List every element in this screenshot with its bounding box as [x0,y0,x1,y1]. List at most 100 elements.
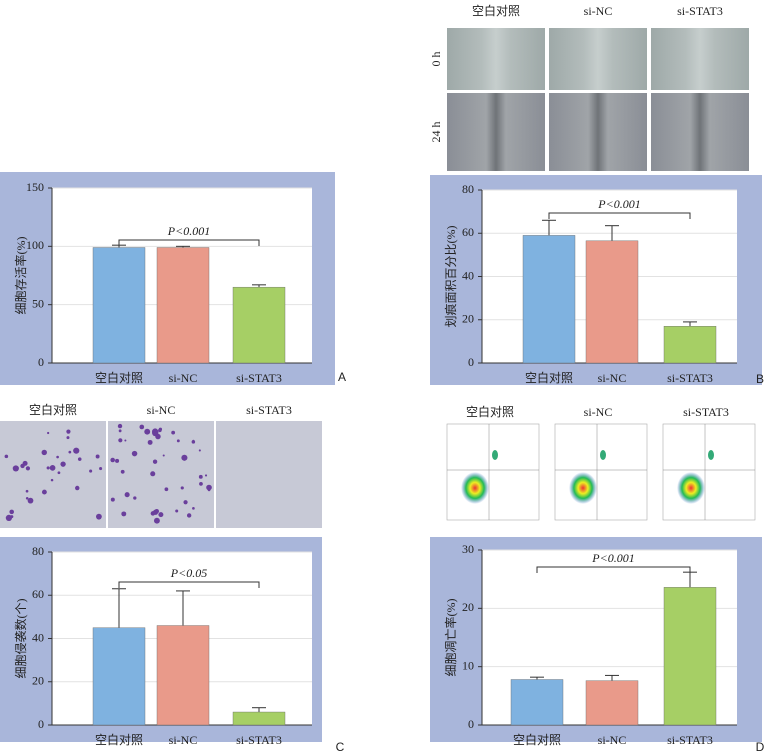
x-tick-label: 空白对照 [95,732,143,747]
cell [158,428,162,433]
micrograph [549,28,647,90]
x-tick-label: si-NC [169,733,198,747]
cell [183,500,188,505]
row-label: 0 h [429,52,443,67]
y-tick-label: 0 [38,355,44,369]
y-axis-label: 细胞存活率(%) [13,237,28,315]
y-tick-label: 30 [462,542,474,556]
cell [175,509,179,513]
cell [181,454,188,461]
cell [46,466,50,470]
cell [10,515,14,519]
cell [77,457,82,461]
cell [25,489,29,493]
cell [60,461,66,467]
cell [75,485,80,491]
panel-label: B [756,372,764,386]
panel-label: C [336,740,345,754]
cell [22,460,28,466]
y-tick-label: 10 [462,658,474,672]
flow-plot [554,423,648,521]
column-label: 空白对照 [472,3,520,18]
y-tick-label: 0 [38,717,44,731]
cell [131,450,138,457]
cell [176,439,180,443]
cell [139,424,145,430]
cell [118,429,122,433]
cell [144,428,151,435]
x-tick-label: 空白对照 [95,370,143,385]
cell [206,484,212,491]
y-tick-label: 40 [32,630,44,644]
cell [41,449,47,456]
cell [186,513,192,518]
cell [162,454,165,457]
cell [96,513,102,520]
y-tick-label: 20 [32,674,44,688]
flow-plot [446,423,540,521]
cell [118,438,123,443]
y-axis-label: 细胞侵袭数(个) [13,599,28,679]
bar [585,240,639,364]
micrograph [216,421,322,528]
cell [49,465,56,471]
micrograph [549,93,647,171]
y-tick-label: 20 [462,312,474,326]
bar [232,286,286,364]
bar [510,679,564,726]
x-tick-label: 空白对照 [525,370,573,385]
flow-plot [662,423,756,521]
cell [117,423,123,429]
cell [199,482,203,486]
cell [155,433,161,440]
cell [191,440,196,444]
cell [198,474,203,479]
y-tick-label: 80 [462,182,474,196]
cell [150,511,156,516]
micrograph [651,28,749,90]
micrograph [108,421,214,528]
bar [232,711,286,726]
x-tick-label: si-NC [598,733,627,747]
population [677,472,705,504]
cell [115,458,120,463]
x-tick-label: si-STAT3 [236,371,282,385]
x-tick-label: si-NC [169,371,198,385]
cell [207,488,211,492]
micrograph [0,421,106,528]
cell [124,439,127,442]
cell [121,511,127,517]
significance-bracket [536,566,691,573]
x-tick-label: si-STAT3 [667,733,713,747]
y-axis-label: 划痕面积百分比(%) [443,226,458,328]
cell [110,497,115,502]
y-tick-label: 60 [32,587,44,601]
column-label: si-NC [147,403,176,417]
x-tick-label: si-STAT3 [236,733,282,747]
cell [50,478,54,482]
cell [110,457,115,463]
cell [25,466,31,471]
annotation: P<0.001 [167,224,210,238]
column-label: 空白对照 [29,402,77,417]
annotation: P<0.001 [597,197,640,211]
column-label: si-STAT3 [677,4,723,18]
y-tick-label: 0 [468,355,474,369]
panel-label: D [756,740,765,754]
bar [92,247,146,364]
bar [156,625,210,726]
cell [68,450,72,454]
y-tick-label: 50 [32,296,44,310]
population [461,472,489,504]
cell [192,507,195,510]
cell [171,430,176,435]
y-tick-label: 0 [468,717,474,731]
x-tick-label: si-NC [598,371,627,385]
bar [92,627,146,726]
cell [120,469,125,474]
cell [124,492,130,498]
cell [95,454,100,459]
cell [158,512,164,518]
annotation: P<0.001 [591,551,634,565]
cell [27,497,34,504]
